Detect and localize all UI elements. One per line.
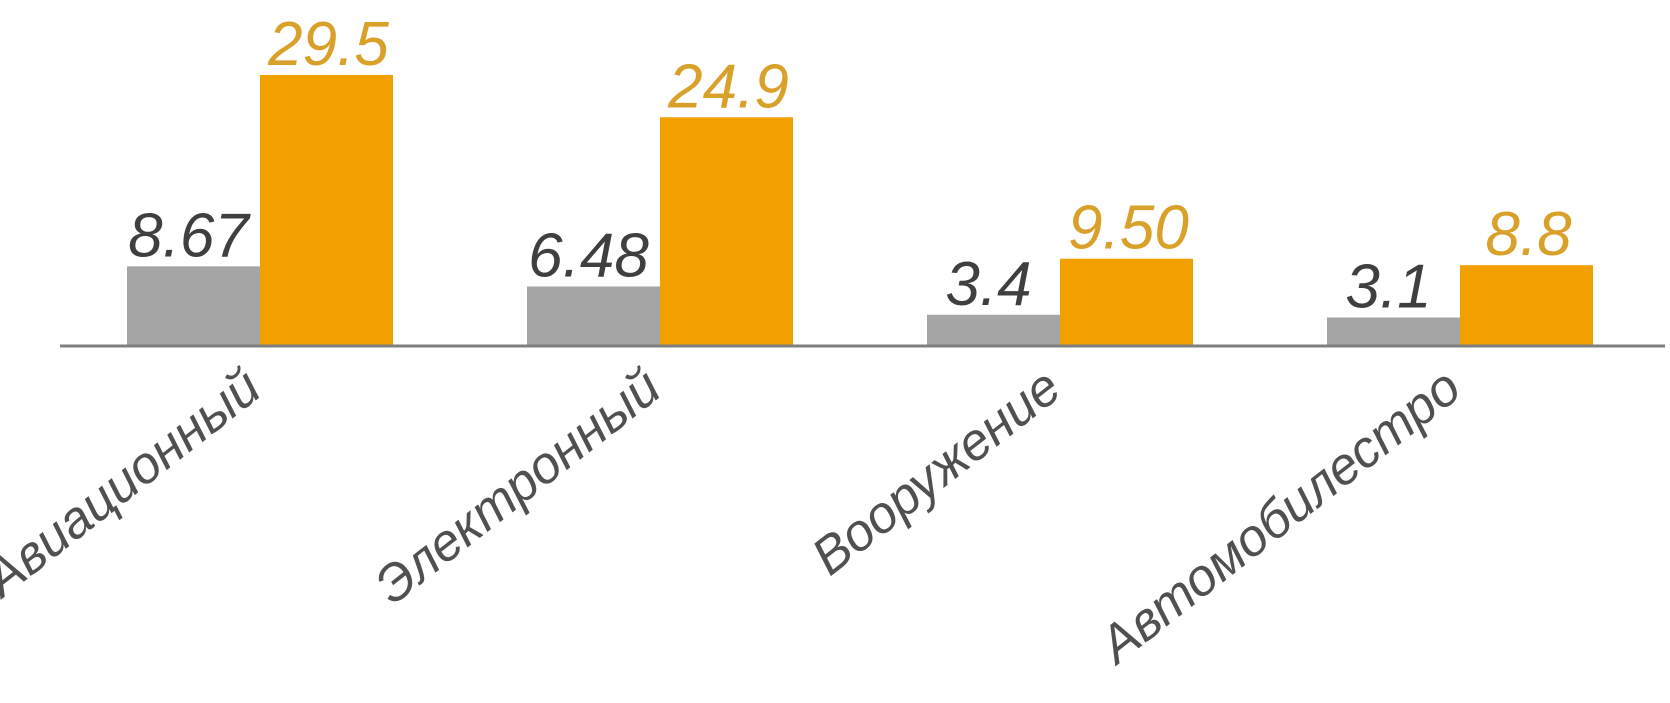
- bar-s1-3: [927, 314, 1060, 346]
- bar-s2-3: [1060, 258, 1193, 346]
- value-label-s2-3: 9.50: [1068, 194, 1189, 263]
- bar-s2-1: [260, 75, 393, 346]
- category-label-3: Вооружение: [801, 358, 1071, 587]
- value-label-s2-1: 29.5: [267, 10, 389, 79]
- value-label-s1-4: 3.1: [1345, 253, 1431, 322]
- value-label-s1-1: 8.67: [128, 201, 251, 270]
- bar-s1-4: [1327, 317, 1460, 346]
- bar-s2-4: [1460, 265, 1593, 346]
- value-labels-layer: 8.67 29.5 6.48 24.9 3.4 9.50 3.1 8.8: [128, 10, 1572, 322]
- category-label-2: Электронный: [364, 358, 671, 616]
- bar-s1-2: [527, 286, 660, 346]
- category-label-4: Автомобилестро: [1087, 358, 1472, 676]
- category-label-1: Авиационный: [0, 358, 271, 610]
- value-label-s2-2: 24.9: [667, 52, 789, 121]
- bar-s1-1: [127, 266, 260, 346]
- value-label-s1-3: 3.4: [945, 250, 1031, 319]
- bars-layer: [127, 75, 1593, 346]
- bar-s2-2: [660, 117, 793, 346]
- value-label-s1-2: 6.48: [528, 221, 649, 290]
- category-labels-layer: Авиационный Электронный Вооружение Автомоби…: [0, 358, 1471, 676]
- value-label-s2-4: 8.8: [1485, 200, 1572, 269]
